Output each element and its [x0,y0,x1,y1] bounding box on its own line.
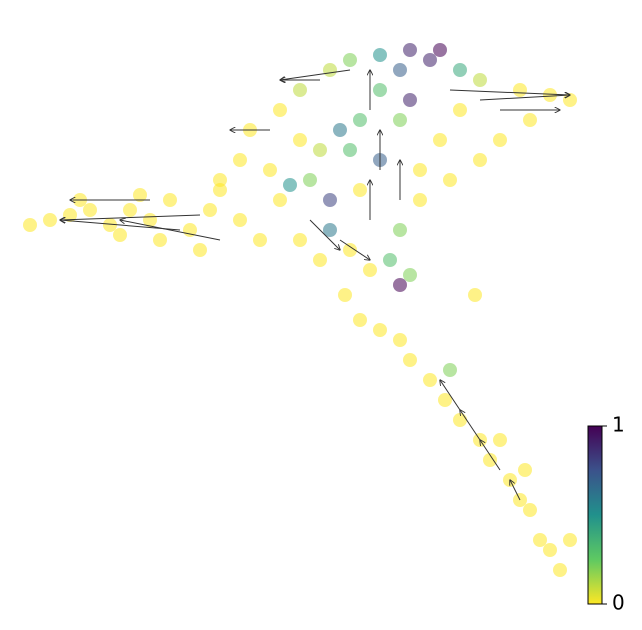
velocity-arrow [339,239,370,260]
cell-point [453,103,467,117]
cell-point [353,183,367,197]
cell-point [453,63,467,77]
cell-point [393,113,407,127]
cell-point [343,53,357,67]
cell-point [393,223,407,237]
cell-point [123,203,137,217]
cell-point [518,463,532,477]
cell-point [373,323,387,337]
velocity-arrow [510,480,521,501]
cell-point [563,533,577,547]
cell-point [553,563,567,577]
cell-point [103,218,117,232]
cell-point [393,333,407,347]
velocity-arrow [60,214,201,220]
cell-point [433,133,447,147]
cell-point [63,208,77,222]
cell-point [133,188,147,202]
cell-point [313,253,327,267]
cell-point [153,233,167,247]
cell-point [353,113,367,127]
cell-point [393,63,407,77]
cell-point [493,133,507,147]
cell-point [293,133,307,147]
cell-point [413,163,427,177]
cell-point [423,373,437,387]
velocity-arrow [440,380,461,411]
cell-point [438,393,452,407]
cell-point [343,243,357,257]
cell-point [533,533,547,547]
cell-point [393,278,407,292]
cell-point [203,203,217,217]
points [23,43,577,577]
cell-point [313,143,327,157]
cell-point [263,163,277,177]
cell-point [423,53,437,67]
velocity-arrow [480,440,501,471]
cell-point [323,223,337,237]
cell-point [233,153,247,167]
cell-point [443,363,457,377]
cell-point [83,203,97,217]
colorbar-tick-label: 0 [612,591,625,615]
cell-point [273,193,287,207]
cell-point [283,178,297,192]
cell-point [493,433,507,447]
cell-point [543,88,557,102]
cell-point [43,213,57,227]
cell-point [473,73,487,87]
cell-point [443,173,457,187]
cell-point [293,233,307,247]
cell-point [468,288,482,302]
cell-point [338,288,352,302]
cell-point [213,173,227,187]
cell-point [403,268,417,282]
cell-point [273,103,287,117]
velocity-arrow [479,95,570,101]
cell-point [383,253,397,267]
cell-point [513,83,527,97]
cell-point [543,543,557,557]
cell-point [433,43,447,57]
velocity-arrow [460,410,481,441]
cell-point [113,228,127,242]
cell-point [483,453,497,467]
cell-point [163,193,177,207]
arrows [60,69,570,501]
cell-point [373,83,387,97]
velocity-arrow [449,89,570,95]
cell-point [213,183,227,197]
cell-point [363,263,377,277]
cell-point [323,63,337,77]
colorbar [587,425,603,605]
cell-point [403,353,417,367]
cell-point [343,143,357,157]
cell-point [333,123,347,137]
velocity-arrow [120,220,221,241]
cell-point [453,413,467,427]
cell-point [293,83,307,97]
cell-point [473,153,487,167]
velocity-arrow [309,219,340,250]
cell-point [413,193,427,207]
colorbar-tick-label: 1 [612,413,625,437]
cell-point [323,193,337,207]
velocity-arrow [280,69,351,80]
cell-point [233,213,247,227]
cell-point [373,48,387,62]
cell-point [303,173,317,187]
cell-point [253,233,267,247]
cell-point [353,313,367,327]
cell-point [523,113,537,127]
cell-point [403,43,417,57]
cell-point [23,218,37,232]
cell-point [193,243,207,257]
cell-point [403,93,417,107]
cell-point [523,503,537,517]
